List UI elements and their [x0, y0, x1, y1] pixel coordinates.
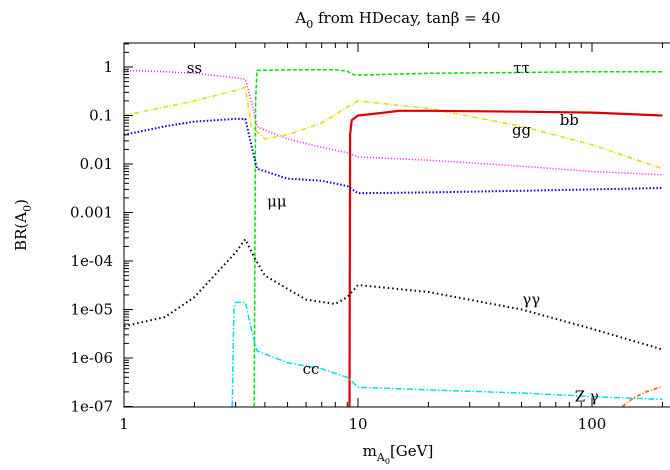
series-1-line	[124, 69, 663, 176]
y-tick-label: 0.1	[89, 107, 113, 125]
series-5-line	[124, 117, 663, 195]
series-3-label: gg	[512, 121, 532, 139]
series-6-line	[124, 238, 663, 351]
y-tick-label: 0.001	[70, 204, 113, 222]
plot-frame	[123, 42, 670, 408]
y-tick-label: 1e-04	[70, 252, 113, 270]
series-1-label: ss	[187, 59, 202, 77]
series-layer	[124, 68, 663, 407]
series-2-line	[253, 68, 663, 407]
series-4-line	[348, 109, 663, 407]
series-6-label: γγ	[522, 291, 540, 309]
y-tick-label: 1e-06	[70, 349, 113, 367]
y-axis-title: BR(A0)	[12, 199, 34, 251]
x-tick-label: 10	[348, 415, 367, 433]
x-tick-label: 1	[119, 415, 129, 433]
series-3-line	[124, 86, 663, 170]
series-2-label: ττ	[513, 59, 530, 77]
series-8-line	[621, 385, 663, 407]
series-8-label: Z γ	[575, 388, 599, 406]
series-5-label: μμ	[267, 192, 287, 210]
tick-layer: 1 10 100 1 0.1 0.01 0.001 1e-04 1e-05 1e-06 1e-07	[70, 43, 663, 433]
x-tick-label: 100	[578, 415, 607, 433]
series-7-line	[231, 301, 663, 407]
x-axis-title: mA0[GeV]	[363, 442, 434, 466]
y-tick-label: 1e-07	[70, 398, 113, 416]
chart-title: A0 from HDecay, tanβ = 40	[294, 9, 500, 31]
y-tick-label: 0.01	[80, 155, 113, 173]
series-label-layer: ss ττ gg bb μμ γγ cc Z γ	[187, 59, 599, 406]
series-7-label: cc	[303, 360, 320, 378]
y-tick-label: 1e-05	[70, 301, 113, 319]
y-tick-label: 1	[103, 58, 113, 76]
series-4-label: bb	[560, 111, 579, 129]
